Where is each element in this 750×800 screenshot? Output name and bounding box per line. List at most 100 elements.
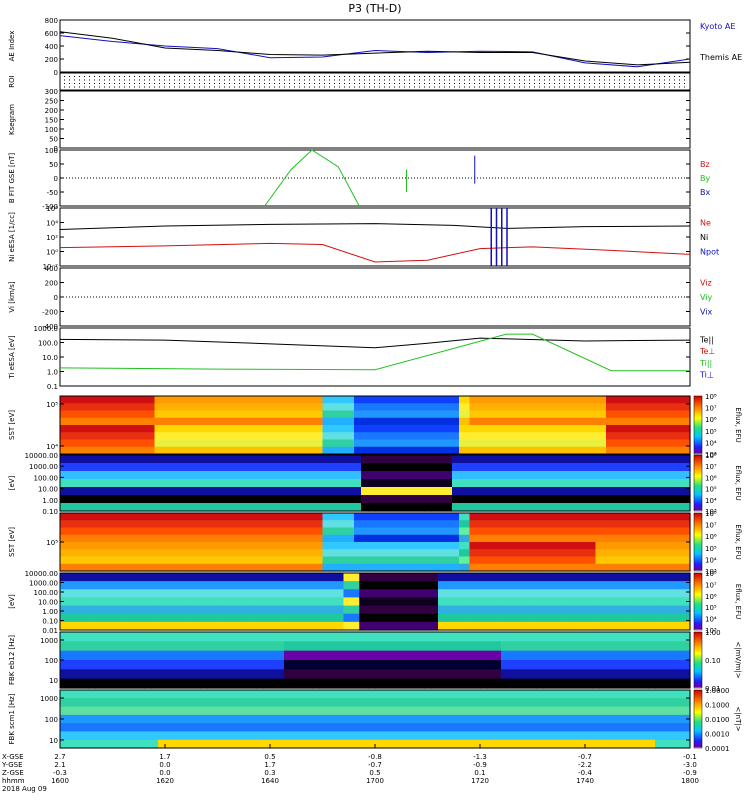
esa-ion-spectrogram-cell <box>515 503 523 512</box>
sst-electron-spectrogram-cell <box>606 542 618 550</box>
fbk-e-spectrogram-cell <box>515 641 523 652</box>
sst-ion-spectrogram-cell <box>648 425 660 433</box>
fbk-b-spectrogram-cell <box>347 739 355 749</box>
esa-electron-spectrogram-cell <box>99 605 108 615</box>
roi-dot <box>429 76 430 77</box>
sst-ion-spectrogram-cell <box>385 439 397 448</box>
fbk-e-spectrogram-cell <box>277 650 285 661</box>
esa-ion-spectrogram-cell <box>620 455 628 464</box>
roi-dot <box>469 86 470 88</box>
esa-ion-spectrogram-cell <box>193 455 201 464</box>
sst-electron-spectrogram-cell <box>186 556 198 565</box>
xaxis-ygse-value: 1.7 <box>264 761 275 769</box>
fbk-b-spectrogram-cell <box>88 723 96 733</box>
sst-ion-spectrogram-cell <box>81 432 93 441</box>
fbk-b-spectrogram-cell <box>494 739 502 749</box>
fbk-b-spectrogram-cell <box>599 714 607 724</box>
esa-ion-spectrogram-cell <box>403 455 411 464</box>
fbk-b-spectrogram-cell <box>599 706 607 716</box>
esa-electron-spectrogram-cell <box>556 589 565 599</box>
esa-ion-spectrogram-cell <box>151 479 159 488</box>
esa-ion-spectrogram-cell <box>417 487 425 496</box>
esa-ion-spectrogram-cell <box>613 479 621 488</box>
fbk-e-spectrogram-cell <box>634 678 642 689</box>
roi-dot <box>639 83 640 84</box>
esa-ion-spectrogram-cell <box>375 479 383 488</box>
esa-electron-spectrogram-cell <box>564 605 573 615</box>
sst-electron-spectrogram-cell <box>469 513 481 521</box>
esa-ion-spectrogram-cell <box>193 503 201 512</box>
fbk-e-spectrogram-cell <box>326 660 334 670</box>
sst-electron-spectrogram-cell <box>669 563 681 572</box>
sst-electron-colorbar-title: Eflux, EFU <box>734 524 742 559</box>
fbk-b-spectrogram-cell <box>375 723 383 733</box>
fbk-b-spectrogram-cell <box>557 698 565 708</box>
esa-ion-colorbar-label: 10⁶ <box>705 474 717 482</box>
sst-electron-spectrogram-cell <box>249 520 261 529</box>
roi-dot <box>279 79 280 81</box>
esa-ion-spectrogram-cell <box>277 463 285 472</box>
esa-ion-spectrogram-cell <box>340 495 348 504</box>
fbk-b-spectrogram-cell <box>501 739 509 749</box>
esa-ion-spectrogram-cell <box>284 463 292 472</box>
fbk-e-spectrogram-cell <box>151 678 159 689</box>
esa-ion-spectrogram-cell <box>669 503 677 512</box>
roi-dot <box>99 86 100 88</box>
sst-ion-spectrogram-cell <box>438 396 450 404</box>
esa-electron-spectrogram-cell <box>264 589 274 599</box>
fbk-b-spectrogram-cell <box>102 723 110 733</box>
esa-electron-spectrogram-cell <box>272 573 282 582</box>
roi-dot <box>629 86 630 88</box>
esa-ion-spectrogram-cell <box>522 463 530 472</box>
sst-electron-colorbar-label: 10³ <box>705 568 717 576</box>
fbk-b-spectrogram-cell <box>88 706 96 716</box>
fbk-e-spectrogram-cell <box>305 669 313 680</box>
esa-electron-spectrogram-cell <box>579 605 589 615</box>
esa-ion-spectrogram-cell <box>291 479 299 488</box>
esa-ion-spectrogram-cell <box>256 487 264 496</box>
sst-electron-spectrogram-cell <box>301 542 313 550</box>
esa-electron-spectrogram-cell <box>288 573 297 582</box>
fbk-e-spectrogram-cell <box>634 650 642 661</box>
sst-electron-spectrogram-cell <box>469 542 481 550</box>
esa-electron-spectrogram-cell <box>469 605 478 615</box>
fbk-e-spectrogram-cell <box>74 632 82 642</box>
esa-ion-spectrogram-cell <box>123 479 131 488</box>
sst-ion-spectrogram-cell <box>595 432 607 441</box>
fbk-b-spectrogram-cell <box>165 731 173 741</box>
fbk-e-spectrogram-cell <box>396 678 404 689</box>
fbk-e-spectrogram-cell <box>347 641 355 652</box>
fbk-b-spectrogram-cell <box>634 739 642 749</box>
esa-ion-spectrogram-cell <box>578 479 586 488</box>
sst-electron-spectrogram-cell <box>417 527 429 536</box>
roi-dot <box>189 79 190 81</box>
esa-electron-spectrogram-cell <box>264 613 274 623</box>
roi-dot <box>264 79 265 81</box>
sst-electron-spectrogram-cell <box>354 542 366 550</box>
xaxis-ygse-value: -3.0 <box>683 761 697 769</box>
fbk-e-spectrogram-cell <box>137 641 145 652</box>
sst-electron-spectrogram-cell <box>102 513 114 521</box>
npot-spike <box>490 208 492 266</box>
fbk-b-spectrogram-cell <box>564 706 572 716</box>
esa-ion-spectrogram-cell <box>396 463 404 472</box>
fbk-b-spectrogram-cell <box>676 723 684 733</box>
esa-electron-spectrogram-cell <box>658 605 667 615</box>
sst-ion-spectrogram-cell <box>207 425 219 433</box>
sst-electron-spectrogram-cell <box>564 534 576 543</box>
roi-dot <box>549 79 550 81</box>
sst-electron-spectrogram-cell <box>259 549 271 558</box>
fbk-b-spectrogram-cell <box>627 714 635 724</box>
sst-electron-spectrogram-cell <box>91 556 103 565</box>
fbk-e-spectrogram-cell <box>207 650 215 661</box>
esa-electron-spectrogram-cell <box>650 589 660 599</box>
sst-ion-spectrogram-cell <box>385 396 397 404</box>
esa-electron-spectrogram-cell <box>154 581 163 590</box>
sst-ion-spectrogram-cell <box>154 425 166 433</box>
fbk-b-spectrogram-cell <box>109 690 117 699</box>
sst-ion-spectrogram-cell <box>343 410 355 419</box>
sst-ion-spectrogram-cell <box>238 439 250 448</box>
esa-electron-spectrogram-cell <box>123 621 132 631</box>
sst-electron-spectrogram-cell <box>354 556 366 565</box>
sst-electron-spectrogram-cell <box>112 549 124 558</box>
